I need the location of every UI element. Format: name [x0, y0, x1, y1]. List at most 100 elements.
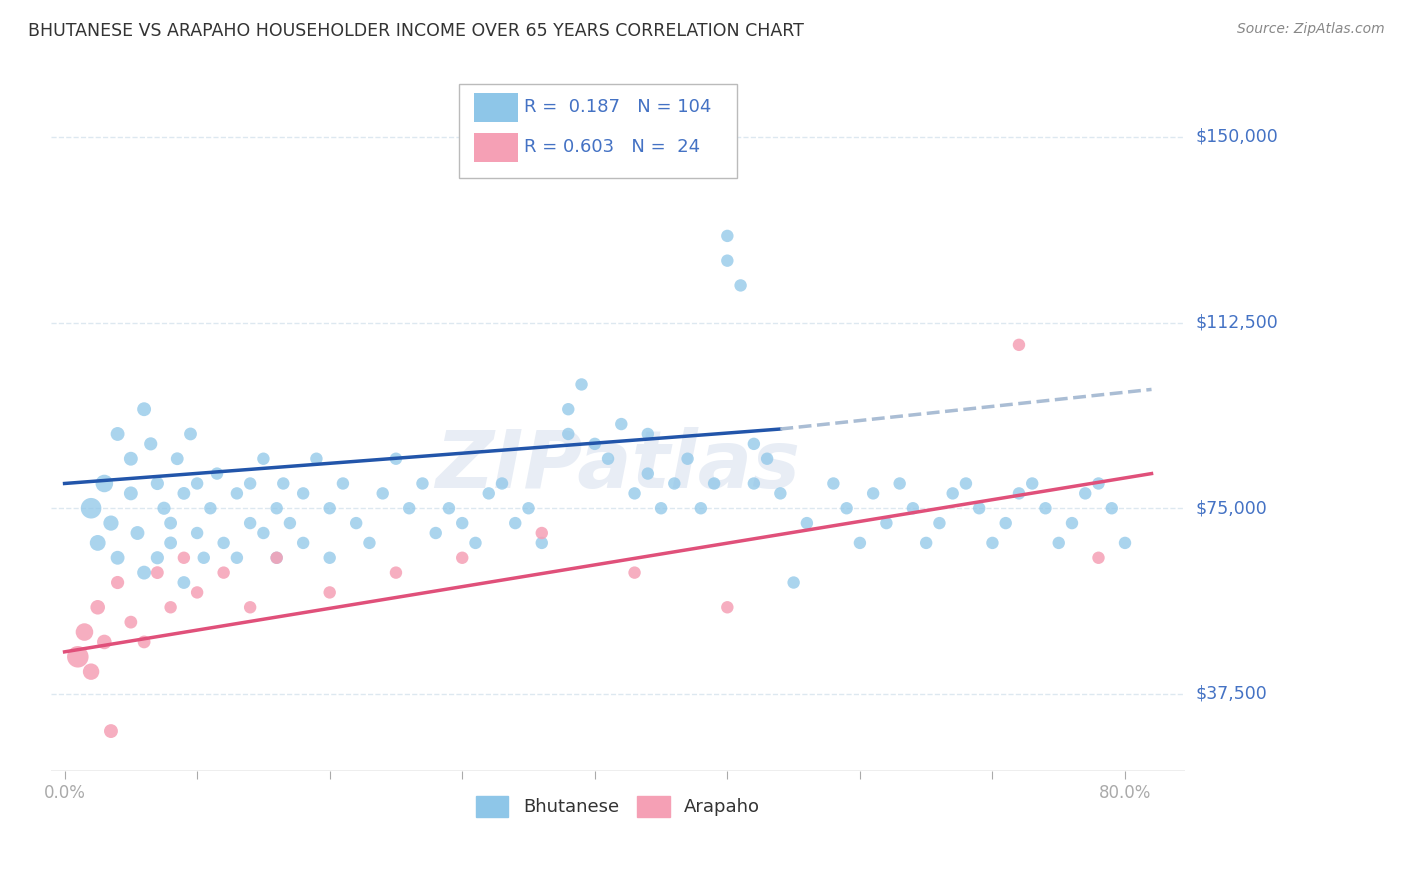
Point: [1074, 486, 1097, 500]
Point: [278, 516, 301, 530]
Point: [159, 600, 181, 615]
Point: [73, 625, 96, 640]
Point: [928, 516, 950, 530]
Point: [398, 501, 420, 516]
Point: [120, 451, 142, 466]
Point: [915, 536, 938, 550]
Point: [359, 536, 381, 550]
Point: [742, 437, 765, 451]
Point: [530, 526, 553, 541]
Point: [703, 476, 725, 491]
Point: [93, 476, 115, 491]
Point: [862, 486, 884, 500]
Point: [583, 437, 606, 451]
Point: [120, 615, 142, 629]
Point: [239, 476, 262, 491]
Legend: Bhutanese, Arapaho: Bhutanese, Arapaho: [468, 789, 768, 824]
Point: [146, 476, 169, 491]
Point: [716, 600, 738, 615]
Point: [623, 566, 645, 580]
Point: [100, 724, 122, 739]
Point: [596, 451, 619, 466]
Point: [153, 501, 176, 516]
Point: [1021, 476, 1043, 491]
FancyBboxPatch shape: [474, 93, 519, 122]
Point: [1114, 536, 1136, 550]
Point: [305, 451, 328, 466]
Point: [225, 486, 247, 500]
Point: [205, 467, 228, 481]
Point: [610, 417, 633, 431]
Point: [676, 451, 699, 466]
Point: [411, 476, 433, 491]
Point: [557, 402, 579, 417]
Point: [478, 486, 501, 500]
Point: [239, 516, 262, 530]
Point: [371, 486, 394, 500]
Text: R = 0.603   N =  24: R = 0.603 N = 24: [524, 138, 700, 156]
Point: [491, 476, 513, 491]
Point: [716, 228, 738, 243]
Point: [146, 566, 169, 580]
Point: [225, 550, 247, 565]
Point: [252, 451, 274, 466]
Point: [193, 550, 215, 565]
Point: [200, 501, 222, 516]
Point: [623, 486, 645, 500]
Point: [1087, 476, 1109, 491]
Point: [239, 600, 262, 615]
Point: [464, 536, 486, 550]
Point: [146, 550, 169, 565]
Point: [437, 501, 460, 516]
Point: [332, 476, 354, 491]
Point: [981, 536, 1004, 550]
Point: [557, 427, 579, 442]
Point: [835, 501, 858, 516]
Point: [530, 536, 553, 550]
Point: [730, 278, 752, 293]
Point: [769, 486, 792, 500]
Point: [186, 585, 208, 599]
Point: [782, 575, 804, 590]
Point: [186, 526, 208, 541]
Point: [186, 476, 208, 491]
FancyBboxPatch shape: [460, 85, 737, 178]
Point: [86, 600, 108, 615]
Point: [132, 402, 155, 417]
Text: Source: ZipAtlas.com: Source: ZipAtlas.com: [1237, 22, 1385, 37]
Point: [716, 253, 738, 268]
Text: $150,000: $150,000: [1195, 128, 1278, 146]
Point: [252, 526, 274, 541]
Point: [1008, 486, 1031, 500]
Point: [889, 476, 911, 491]
Point: [93, 635, 115, 649]
Point: [127, 526, 149, 541]
Point: [901, 501, 924, 516]
Point: [86, 536, 108, 550]
Point: [107, 575, 129, 590]
Point: [955, 476, 977, 491]
Point: [517, 501, 540, 516]
Point: [503, 516, 526, 530]
Point: [159, 516, 181, 530]
Point: [318, 550, 340, 565]
Point: [1087, 550, 1109, 565]
Point: [650, 501, 672, 516]
Point: [664, 476, 686, 491]
Point: [80, 665, 103, 679]
Point: [1060, 516, 1083, 530]
Point: [875, 516, 897, 530]
Point: [139, 437, 162, 451]
Point: [451, 516, 474, 530]
Point: [292, 486, 315, 500]
Point: [271, 476, 294, 491]
Text: $37,500: $37,500: [1195, 685, 1268, 703]
Point: [100, 516, 122, 530]
Point: [942, 486, 965, 500]
Text: $112,500: $112,500: [1195, 314, 1278, 332]
Point: [266, 550, 288, 565]
Point: [120, 486, 142, 500]
Point: [1008, 338, 1031, 352]
Point: [179, 427, 201, 442]
Point: [1101, 501, 1123, 516]
